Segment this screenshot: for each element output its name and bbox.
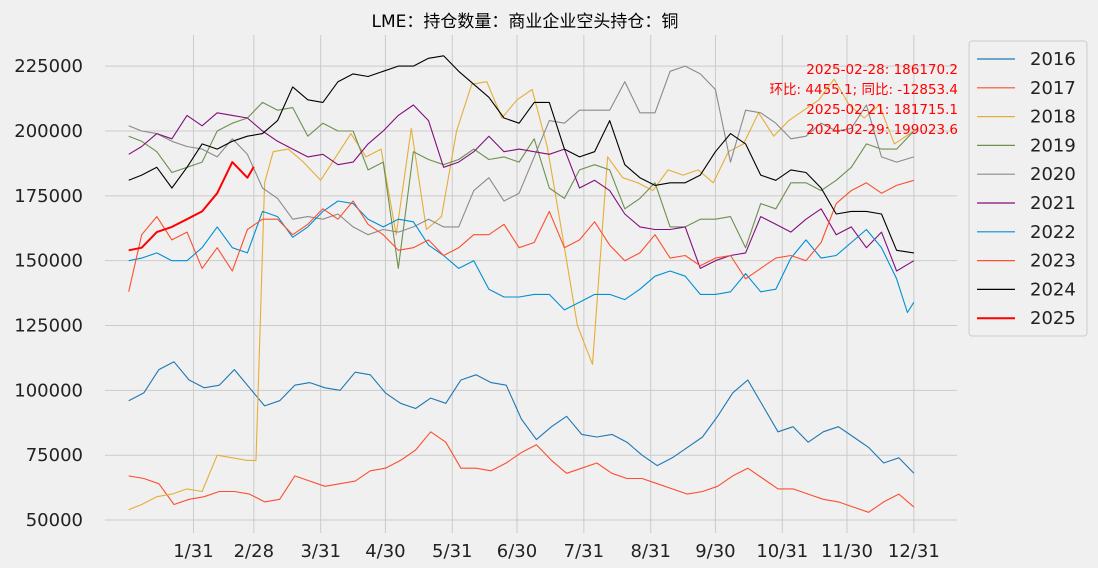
annotation-line: 2025-02-21: 181715.1 [806,102,958,118]
series-line-2022 [128,200,915,314]
series-line-2016 [128,361,915,474]
chart-title: LME：持仓数量：商业企业空头持仓：铜 [372,12,679,32]
x-tick-label: 9/30 [695,541,735,562]
y-tick-label: 50000 [26,510,83,531]
legend-label: 2021 [1030,193,1076,214]
y-tick-label: 150000 [14,251,83,272]
x-tick-label: 3/31 [300,541,340,562]
series-line-2018 [128,78,915,511]
series-line-2019 [128,101,915,269]
x-tick-label: 4/30 [365,541,405,562]
x-tick-label: 11/30 [821,541,873,562]
legend: 2016 2017 2018 2019 2020 2021 2022 2023 2024 2025 [968,40,1088,337]
annotation-line: 环比: 4455.1; 同比: -12853.4 [770,82,958,98]
grid [105,35,957,533]
series-line-2021 [128,104,915,272]
y-tick-label: 200000 [14,121,83,142]
x-tick-label: 1/31 [173,541,213,562]
y-tick-label: 100000 [14,380,83,401]
series-line-2024 [128,55,914,254]
series-line-2017 [128,431,915,513]
legend-label: 2018 [1030,107,1076,128]
series-line-2023 [128,179,915,292]
annotation-line: 2024-02-29: 199023.6 [806,122,958,138]
annotation-line: 2025-02-28: 186170.2 [806,62,958,78]
legend-label: 2024 [1030,279,1076,300]
annotation: 2025-02-28: 186170.2 环比: 4455.1; 同比: -128… [770,62,958,138]
series-lines [128,55,915,513]
y-tick-label: 225000 [14,56,83,77]
y-tick-label: 125000 [14,316,83,337]
legend-label: 2016 [1030,49,1076,70]
x-tick-label: 7/31 [564,541,604,562]
x-tick-label: 12/31 [888,541,940,562]
x-tick-label: 8/31 [631,541,671,562]
legend-label: 2020 [1030,164,1076,185]
y-tick-label: 175000 [14,186,83,207]
y-axis: 50000 75000 100000 125000 150000 175000 200000… [14,56,83,531]
x-tick-label: 5/31 [432,541,472,562]
x-tick-label: 2/28 [234,541,274,562]
series-line-2020 [128,65,915,236]
y-tick-label: 75000 [26,445,83,466]
x-tick-label: 6/30 [497,541,537,562]
legend-label: 2019 [1030,135,1076,156]
legend-label: 2025 [1030,308,1076,329]
legend-label: 2023 [1030,251,1076,272]
legend-label: 2022 [1030,222,1076,243]
legend-box [968,40,1088,337]
series-line-2025 [128,161,255,252]
x-axis: 1/31 2/28 3/31 4/30 5/31 6/30 7/31 8/31 9/30 10/3… [173,541,940,562]
legend-label: 2017 [1030,78,1076,99]
x-tick-label: 10/31 [756,541,808,562]
